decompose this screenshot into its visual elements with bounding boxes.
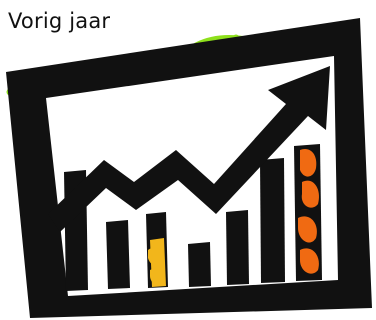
chart-frame: [6, 18, 372, 318]
bar-6: [260, 158, 285, 283]
caption-label: Vorig jaar: [8, 9, 111, 33]
bar-4: [188, 242, 211, 287]
bar-2: [106, 220, 130, 289]
rising-arrow: [48, 66, 330, 232]
bar-7: [294, 144, 322, 281]
yellow-fill: [148, 247, 165, 285]
bar-5: [226, 210, 249, 285]
orange-fill: [298, 148, 320, 274]
